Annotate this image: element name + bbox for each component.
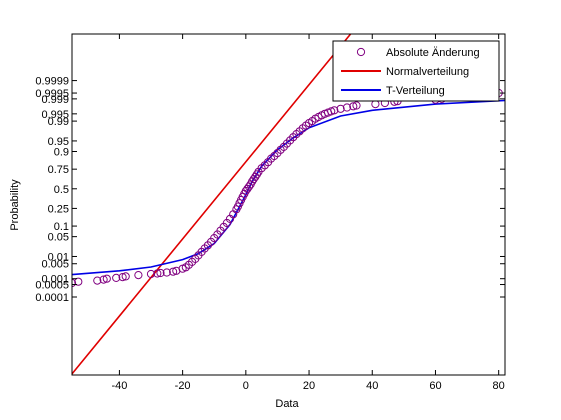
data-point: [153, 269, 162, 278]
x-axis-ticks: -40 -20 0 20 40 60 80: [111, 34, 505, 392]
data-point: [336, 104, 345, 113]
y-tick-label: 0.01: [48, 251, 69, 263]
x-axis-label: Data: [275, 398, 299, 410]
data-point: [118, 273, 127, 282]
y-tick-label: 0.05: [48, 232, 69, 244]
legend-label: Absolute Änderung: [386, 47, 480, 59]
y-tick-label: 0.999: [41, 94, 69, 106]
y-tick-label: 0.0005: [35, 280, 69, 292]
x-tick-label: 80: [493, 380, 505, 392]
data-point: [162, 268, 171, 277]
y-tick-label: 0.95: [48, 136, 69, 148]
axes-box: [71, 33, 506, 376]
data-point: [134, 271, 143, 280]
x-tick-label: 20: [303, 380, 315, 392]
data-point: [99, 275, 108, 284]
data-point: [102, 274, 111, 283]
plot-area: [72, 34, 505, 375]
data-point: [112, 273, 121, 282]
y-tick-label: 0.9: [54, 147, 69, 159]
data-point: [156, 268, 165, 278]
x-tick-label: 40: [366, 380, 378, 392]
y-tick-label: 0.005: [41, 259, 69, 271]
data-point: [342, 103, 352, 112]
data-point: [349, 102, 358, 111]
y-tick-label: 0.25: [48, 203, 69, 215]
y-tick-label: 0.75: [48, 164, 69, 176]
data-point: [93, 276, 102, 285]
y-tick-label: 0.9995: [35, 88, 69, 100]
y-tick-label: 0.5: [54, 184, 69, 196]
data-point: [330, 106, 339, 115]
data-point: [121, 272, 130, 281]
x-tick-label: 60: [429, 380, 441, 392]
data-point: [169, 267, 178, 276]
y-axis-label: Probability: [9, 179, 21, 231]
legend-label: Normalverteilung: [386, 66, 469, 78]
legend-label: T-Verteilung: [386, 85, 445, 97]
y-tick-label: 0.99: [48, 116, 69, 128]
legend-marker: [356, 47, 366, 57]
data-point: [74, 277, 83, 286]
y-tick-label: 0.995: [41, 109, 69, 121]
y-tick-label: 0.0001: [35, 292, 69, 304]
y-tick-label: 0.001: [41, 274, 69, 286]
data-point: [146, 269, 156, 279]
axes-frame: [71, 33, 506, 376]
y-tick-label: 0.1: [54, 221, 69, 233]
series-line-normalverteilung: [72, 34, 352, 375]
x-tick-label: 0: [243, 380, 249, 392]
x-tick-label: -20: [175, 380, 191, 392]
data-point: [352, 101, 361, 110]
x-tick-label: -40: [111, 380, 127, 392]
series-layer: [72, 34, 505, 375]
y-tick-label: 0.9999: [35, 76, 69, 88]
legend: Absolute Änderung Normalverteilung T-Verte…: [332, 40, 500, 102]
